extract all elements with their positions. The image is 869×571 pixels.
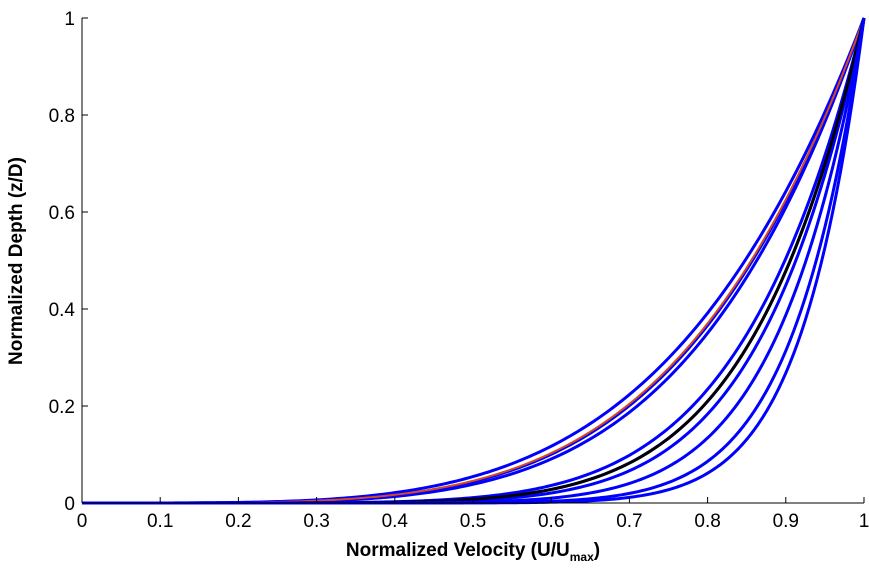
x-tick-label: 0.9 (773, 511, 799, 532)
x-tick-label: 0.7 (616, 511, 642, 532)
y-tick-label: 0.2 (49, 397, 75, 418)
profile-line-1 (82, 17, 866, 505)
x-tick-label: 0.2 (225, 511, 251, 532)
y-tick-label: 0.6 (49, 203, 75, 224)
x-axis-title: Normalized Velocity (U/Umax) (346, 540, 600, 564)
y-tick-label: 1 (64, 9, 75, 30)
x-tick-label: 0.5 (460, 511, 486, 532)
plot-area (82, 17, 866, 505)
y-tick-label: 0.4 (49, 300, 76, 321)
y-tick-label: 0 (64, 494, 75, 515)
x-tick-label: 0.8 (694, 511, 720, 532)
y-tick-label: 0.8 (49, 106, 75, 127)
y-ticks: 0 0.2 0.4 0.6 0.8 1 (49, 9, 88, 515)
x-ticks: 0 0.1 0.2 0.3 0.4 0.5 0.6 0.7 0.8 0.9 1 (77, 497, 869, 532)
x-tick-label: 0.1 (147, 511, 173, 532)
y-axis-title: Normalized Depth (z/D) (6, 157, 27, 365)
x-tick-label: 0.6 (538, 511, 564, 532)
x-tick-label: 0.3 (303, 511, 329, 532)
x-tick-label: 0.4 (382, 511, 409, 532)
x-tick-label: 1 (859, 511, 869, 532)
x-tick-label: 0 (77, 511, 88, 532)
